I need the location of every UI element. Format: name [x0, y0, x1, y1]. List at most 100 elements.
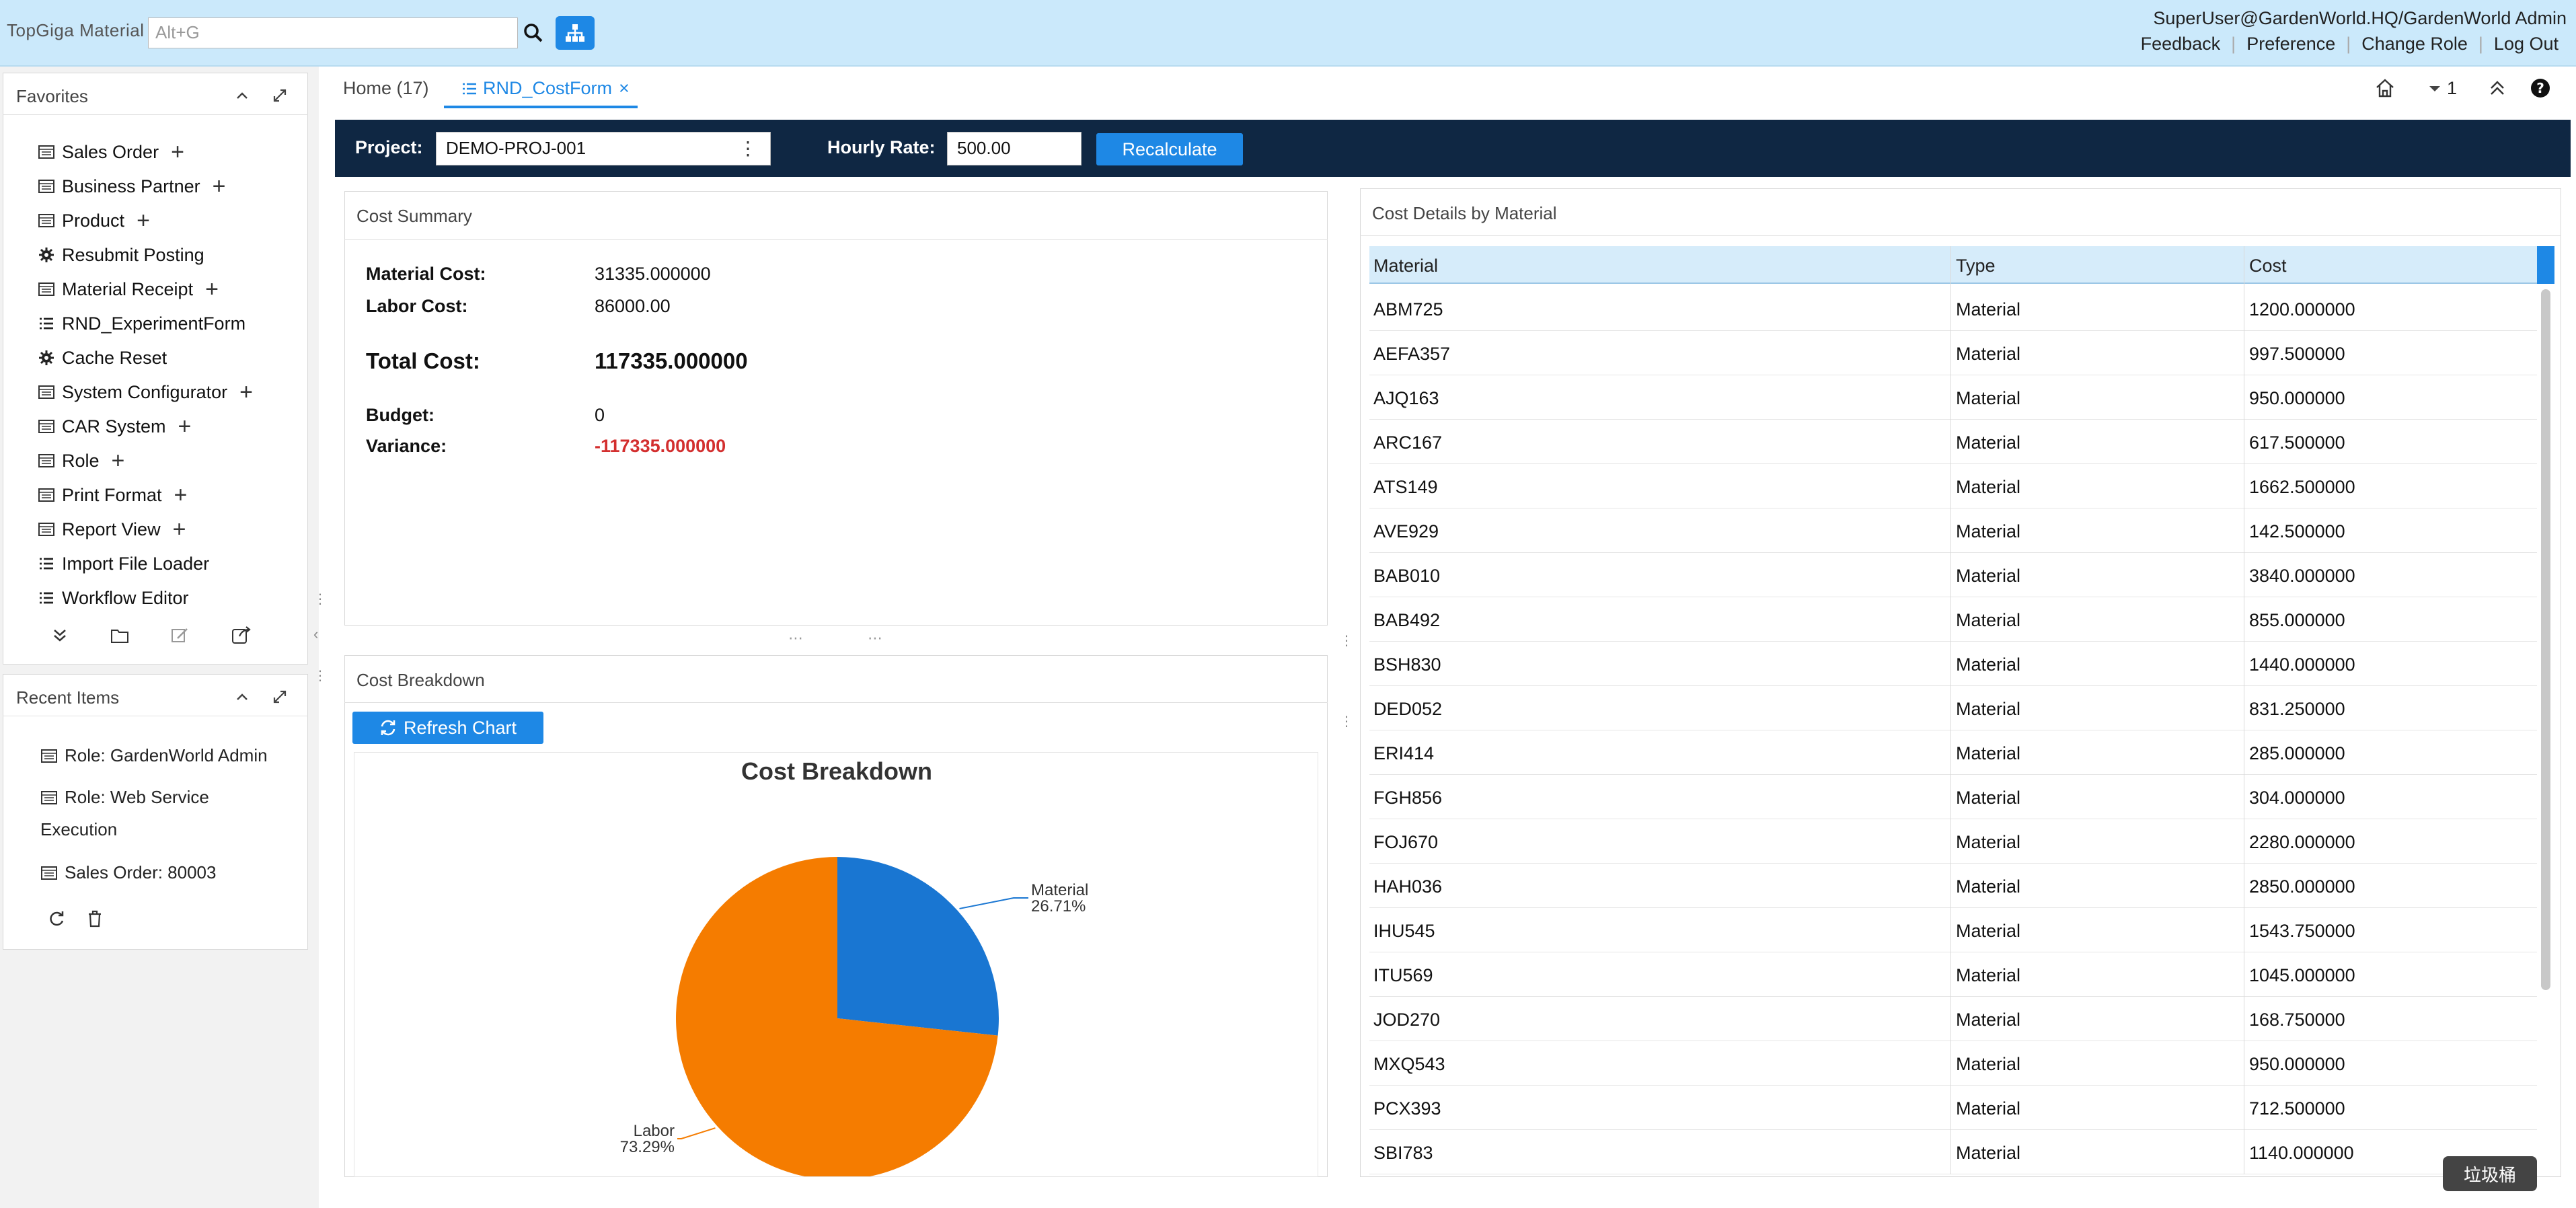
favorite-item[interactable]: Cache Reset	[38, 344, 167, 371]
table-row[interactable]: FOJ670 Material 2280.000000	[1369, 819, 2537, 864]
sidebar-splitter-handle[interactable]: ⋮	[313, 592, 327, 607]
table-row[interactable]: ITU569 Material 1045.000000	[1369, 952, 2537, 997]
column-header-material[interactable]: Material	[1373, 256, 1439, 276]
refresh-chart-button[interactable]: Refresh Chart	[352, 712, 543, 744]
tab-home[interactable]: Home (17)	[343, 78, 429, 98]
add-icon[interactable]: +	[137, 208, 150, 233]
recalculate-button[interactable]: Recalculate	[1096, 133, 1243, 165]
table-row[interactable]: ARC167 Material 617.500000	[1369, 420, 2537, 464]
expand-favorites-icon[interactable]	[272, 87, 288, 107]
sidebar-collapse-handle[interactable]: ‹	[313, 626, 319, 642]
table-row[interactable]: PCX393 Material 712.500000	[1369, 1086, 2537, 1130]
cell-type: Material	[1956, 876, 2021, 897]
pie-label-percent: 26.71%	[1031, 897, 1086, 915]
share-icon[interactable]	[231, 626, 252, 648]
table-row[interactable]: BSH830 Material 1440.000000	[1369, 642, 2537, 686]
table-row[interactable]: FGH856 Material 304.000000	[1369, 775, 2537, 819]
collapse-favorites-icon[interactable]	[234, 87, 250, 108]
table-row[interactable]: MXQ543 Material 950.000000	[1369, 1041, 2537, 1086]
panel-splitter-handle[interactable]: ⋯	[788, 630, 803, 646]
column-header-cost[interactable]: Cost	[2249, 256, 2287, 276]
pie-slice-labor[interactable]	[676, 857, 998, 1177]
favorite-item[interactable]: CAR System +	[38, 413, 191, 440]
add-icon[interactable]: +	[171, 139, 184, 165]
tab-rnd-costform[interactable]: RND_CostForm ×	[461, 78, 630, 99]
add-icon[interactable]: +	[205, 276, 219, 302]
project-more-icon[interactable]: ⋮	[738, 138, 757, 159]
favorite-item[interactable]: Import File Loader	[38, 550, 209, 577]
favorite-item[interactable]: RND_ExperimentForm	[38, 310, 245, 337]
search-button[interactable]	[518, 17, 549, 48]
recent-item[interactable]: Role: GardenWorld Admin	[40, 745, 268, 766]
cell-cost: 950.000000	[2249, 388, 2345, 408]
table-row[interactable]: BAB010 Material 3840.000000	[1369, 553, 2537, 597]
favorite-item[interactable]: Product +	[38, 207, 150, 234]
table-row[interactable]: IHU545 Material 1543.750000	[1369, 908, 2537, 952]
tab-close-icon[interactable]: ×	[619, 78, 630, 98]
feedback-link[interactable]: Feedback	[2140, 34, 2221, 54]
sitemap-button[interactable]	[556, 16, 595, 50]
favorite-item[interactable]: Print Format +	[38, 482, 187, 508]
favorite-item[interactable]: System Configurator +	[38, 379, 253, 406]
cell-type: Material	[1956, 1098, 2021, 1119]
panel-splitter-handle[interactable]: ⋯	[868, 630, 882, 646]
table-row[interactable]: BAB492 Material 855.000000	[1369, 597, 2537, 642]
add-icon[interactable]: +	[172, 517, 186, 542]
tab-count-dropdown[interactable]: 1	[2427, 78, 2457, 99]
table-row[interactable]: AJQ163 Material 950.000000	[1369, 375, 2537, 420]
folder-icon[interactable]	[110, 627, 129, 648]
favorite-item[interactable]: Resubmit Posting	[38, 241, 204, 268]
favorite-item[interactable]: Workflow Editor	[38, 584, 189, 611]
column-menu-button[interactable]	[2537, 246, 2554, 284]
expand-all-icon[interactable]	[51, 627, 69, 648]
panel-splitter-handle[interactable]: ⋮	[1340, 714, 1353, 729]
favorite-item[interactable]: Role +	[38, 447, 124, 474]
table-row[interactable]: ERI414 Material 285.000000	[1369, 730, 2537, 775]
table-row[interactable]: ABM725 Material 1200.000000	[1369, 287, 2537, 331]
hourly-rate-label: Hourly Rate:	[827, 137, 936, 157]
logout-link[interactable]: Log Out	[2493, 34, 2559, 54]
collapse-recent-icon[interactable]	[234, 689, 250, 708]
tab-label: RND_CostForm	[483, 78, 613, 98]
add-icon[interactable]: +	[239, 379, 253, 405]
column-header-type[interactable]: Type	[1956, 256, 1996, 276]
recent-item[interactable]: Sales Order: 80003	[40, 862, 216, 883]
cell-material: ATS149	[1373, 477, 1438, 497]
sidebar-splitter-handle[interactable]: ⋮	[313, 669, 327, 683]
collapse-up-icon[interactable]	[2487, 78, 2507, 102]
help-icon[interactable]: ?	[2530, 78, 2550, 102]
favorite-item[interactable]: Sales Order +	[38, 139, 184, 165]
add-icon[interactable]: +	[212, 174, 226, 199]
favorite-item[interactable]: Material Receipt +	[38, 276, 219, 303]
cost-summary-title: Cost Summary	[356, 206, 472, 226]
table-row[interactable]: DED052 Material 831.250000	[1369, 686, 2537, 730]
edit-icon[interactable]	[171, 627, 190, 648]
add-icon[interactable]: +	[174, 482, 188, 508]
cell-material: BAB010	[1373, 566, 1441, 586]
table-row[interactable]: SBI783 Material 1140.000000	[1369, 1130, 2537, 1174]
table-row[interactable]: ATS149 Material 1662.500000	[1369, 464, 2537, 508]
table-row[interactable]: AVE929 Material 142.500000	[1369, 508, 2537, 553]
preference-link[interactable]: Preference	[2246, 34, 2336, 54]
table-row[interactable]: HAH036 Material 2850.000000	[1369, 864, 2537, 908]
recent-item[interactable]: Role: Web Service	[40, 787, 209, 808]
expand-recent-icon[interactable]	[272, 689, 288, 708]
table-row[interactable]: JOD270 Material 168.750000	[1369, 997, 2537, 1041]
table-scrollbar[interactable]	[2541, 289, 2550, 990]
hourly-rate-field[interactable]: 500.00	[947, 132, 1082, 165]
add-icon[interactable]: +	[178, 414, 192, 439]
refresh-recent-icon[interactable]	[47, 909, 66, 932]
panel-splitter-handle[interactable]: ⋮	[1340, 634, 1353, 648]
home-icon[interactable]	[2374, 78, 2396, 102]
trash-icon[interactable]	[86, 909, 104, 932]
favorite-item[interactable]: Report View +	[38, 516, 186, 543]
pie-slice-material[interactable]	[837, 857, 999, 1036]
table-row[interactable]: AEFA357 Material 997.500000	[1369, 331, 2537, 375]
project-field[interactable]: DEMO-PROJ-001	[436, 132, 771, 165]
divider	[3, 114, 308, 115]
search-input[interactable]: Alt+G	[148, 17, 518, 48]
add-icon[interactable]: +	[111, 448, 125, 474]
change-role-link[interactable]: Change Role	[2361, 34, 2468, 54]
cell-cost: 1662.500000	[2249, 477, 2355, 497]
favorite-item[interactable]: Business Partner +	[38, 173, 225, 200]
